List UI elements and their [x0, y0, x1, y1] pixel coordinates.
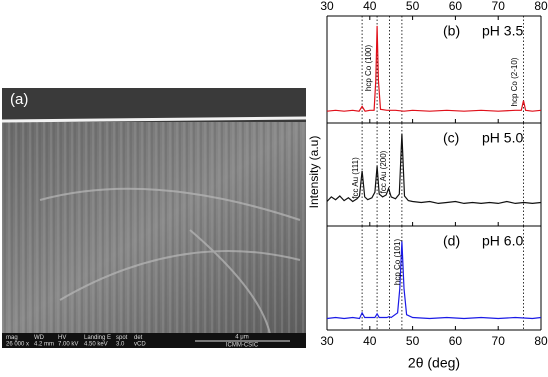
- info-value: 3.0: [116, 342, 125, 348]
- panel-label: (d): [443, 233, 460, 249]
- info-value: 4.50 keV: [84, 342, 108, 348]
- peak-annotation: hcp Co (101): [393, 239, 402, 286]
- info-bar: [2, 333, 306, 348]
- x-tick-label: 30: [320, 0, 334, 13]
- info-header: WD: [34, 335, 45, 341]
- sem-texture: [2, 122, 306, 334]
- sem-background: [2, 88, 306, 122]
- info-header: Landing E: [84, 335, 111, 341]
- x-tick-label: 50: [406, 334, 420, 348]
- panel-label: (c): [443, 130, 459, 146]
- x-tick-label: 70: [492, 0, 506, 13]
- peak-annotation: hcp Co (2-10): [510, 57, 519, 106]
- data-line: [326, 241, 542, 320]
- peak-annotation: hcp Co (100): [364, 45, 373, 92]
- x-tick-label: 80: [534, 334, 548, 348]
- sem-image: (a): [1, 88, 307, 348]
- info-header: det: [134, 335, 143, 341]
- sem-crack: [39, 187, 301, 335]
- x-tick-label: 60: [449, 0, 463, 13]
- panel-title: pH 5.0: [482, 130, 523, 146]
- y-axis-label: Intensity (a.u): [307, 136, 321, 209]
- info-value: 7.00 kV: [58, 342, 78, 348]
- info-header: mag: [6, 335, 18, 341]
- scale-label: 4 μm: [235, 335, 248, 341]
- x-tick-label: 40: [363, 334, 377, 348]
- sem-edge: [1, 116, 307, 123]
- x-tick-label: 70: [492, 334, 506, 348]
- info-header: HV: [58, 335, 66, 341]
- panel-title: pH 3.5: [482, 23, 523, 39]
- x-tick-label: 60: [449, 334, 463, 348]
- peak-annotation: fcc Au (200): [379, 150, 388, 193]
- data-line: [326, 133, 542, 205]
- x-tick-label: 50: [406, 0, 420, 13]
- x-axis-label: 2θ (deg): [408, 355, 460, 371]
- data-line: [326, 25, 542, 112]
- info-value: vCD: [134, 342, 146, 348]
- peak-annotation: fcc Au (111): [351, 157, 360, 199]
- info-value: 4.2 mm: [34, 342, 54, 348]
- x-tick-label: 40: [363, 0, 377, 13]
- panel-title: pH 6.0: [482, 233, 523, 249]
- panel-label: (a): [10, 91, 28, 108]
- panel-label: (b): [443, 23, 460, 39]
- info-value: 26 000 x: [6, 342, 29, 348]
- info-header: spot: [116, 335, 128, 341]
- x-tick-label: 30: [320, 334, 334, 348]
- source-label: ICMM-CSIC: [226, 343, 259, 349]
- x-tick-label: 80: [534, 0, 548, 13]
